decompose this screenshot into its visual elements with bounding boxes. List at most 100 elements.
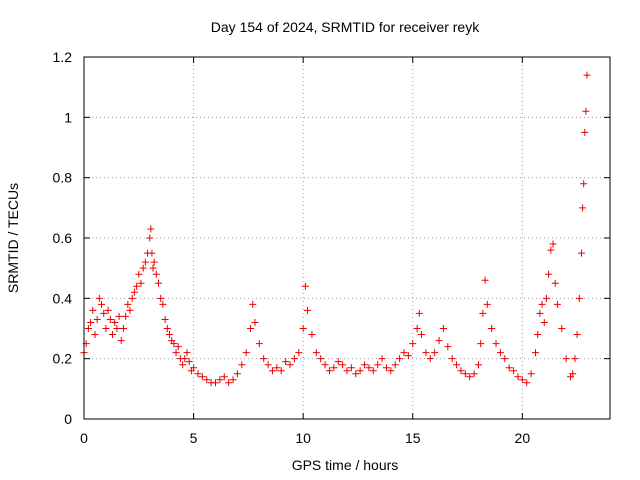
data-point (84, 325, 92, 332)
y-axis-label: SRMTID / TECUs (5, 183, 21, 293)
data-point (551, 279, 559, 287)
data-point (282, 358, 290, 366)
data-point (514, 373, 522, 381)
data-point (115, 312, 123, 320)
y-tick-labels: 0 0.2 0.4 0.6 0.8 1 1.2 (53, 49, 73, 427)
data-point (233, 370, 241, 378)
data-point (466, 373, 474, 381)
data-point (540, 318, 548, 326)
data-point (264, 361, 272, 369)
data-point (321, 361, 329, 369)
data-point (470, 370, 478, 378)
data-point (203, 376, 211, 384)
data-point (130, 288, 138, 296)
data-point (505, 364, 513, 372)
data-point (582, 107, 590, 115)
data-point (238, 361, 246, 369)
data-point (194, 370, 202, 378)
data-point (573, 331, 581, 339)
data-point (457, 367, 465, 375)
data-point (400, 349, 408, 357)
data-point (501, 355, 509, 363)
data-point (387, 367, 395, 375)
data-point (216, 376, 224, 384)
data-point (148, 249, 156, 257)
data-point (251, 318, 259, 326)
data-point (369, 367, 377, 375)
data-point (304, 306, 312, 314)
data-point (301, 282, 309, 290)
data-point (170, 340, 178, 348)
y-tick-label: 0.2 (53, 351, 73, 367)
data-point (439, 325, 447, 332)
y-tick-label: 1.2 (53, 49, 73, 65)
data-point (382, 364, 390, 372)
data-point (198, 373, 206, 381)
data-point (581, 128, 589, 136)
data-point (185, 358, 193, 366)
x-tick-label: 5 (190, 430, 198, 446)
data-point (139, 264, 147, 272)
data-point (538, 300, 546, 308)
data-point (295, 349, 303, 357)
x-axis-label: GPS time / hours (292, 457, 399, 473)
data-point (91, 331, 99, 339)
data-point (247, 325, 255, 332)
data-point (435, 337, 443, 345)
data-point (483, 300, 491, 308)
data-point (361, 361, 369, 369)
x-tick-labels: 0 5 10 15 20 (80, 430, 530, 446)
data-point (308, 331, 316, 339)
data-point (102, 325, 110, 332)
data-point (220, 373, 228, 381)
data-point (356, 367, 364, 375)
data-point (273, 364, 281, 372)
data-point (159, 300, 167, 308)
data-point (583, 71, 591, 79)
data-point (108, 331, 116, 339)
data-point (534, 331, 542, 339)
data-point (404, 352, 412, 360)
y-tick-label: 0 (64, 411, 72, 427)
data-point (87, 318, 95, 326)
data-point (98, 300, 106, 308)
data-point (163, 325, 171, 332)
data-point (113, 325, 121, 332)
data-point (212, 379, 219, 387)
data-point (339, 361, 347, 369)
data-point (330, 364, 338, 372)
data-point (448, 355, 456, 363)
data-point (347, 364, 355, 372)
data-point (562, 355, 570, 363)
data-point (553, 300, 561, 308)
data-point (126, 306, 134, 314)
data-point (249, 300, 257, 308)
chart-title: Day 154 of 2024, SRMTID for receiver rey… (211, 19, 480, 35)
data-point (510, 367, 518, 375)
data-point (157, 294, 165, 302)
data-point (334, 358, 342, 366)
data-point (95, 294, 103, 302)
data-point (277, 367, 285, 375)
data-point (255, 340, 263, 348)
data-point (545, 270, 553, 278)
data-point (225, 379, 233, 387)
data-point (106, 315, 114, 323)
plot-frame (83, 56, 611, 420)
data-point (165, 331, 173, 339)
data-point (104, 306, 112, 314)
data-point (229, 376, 237, 384)
data-point (527, 370, 535, 378)
grid (84, 57, 610, 419)
x-tick-label: 10 (295, 430, 311, 446)
data-point (133, 282, 141, 290)
data-point (569, 370, 577, 378)
data-point (578, 249, 586, 257)
data-point (426, 355, 434, 363)
data-point (141, 258, 149, 266)
data-point (444, 343, 452, 351)
data-point (475, 361, 482, 369)
data-point (479, 309, 487, 317)
data-point (122, 312, 130, 320)
